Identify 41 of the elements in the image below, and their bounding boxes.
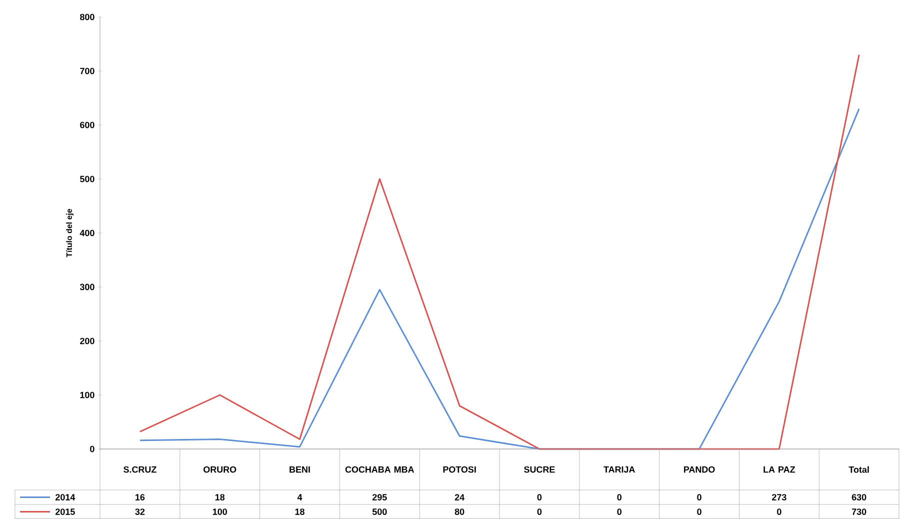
y-tick-label: 700 [80,68,94,74]
x-tick-label: SUCRE [524,466,555,473]
y-tick-label: 100 [80,392,94,398]
data-label: 500 [372,508,387,515]
x-tick-label: ORURO [204,466,236,473]
data-label: 0 [537,494,542,500]
data-label: 80 [454,508,464,515]
x-tick-label: TARIJA [604,466,635,473]
y-tick-label: 0 [90,446,94,452]
x-tick-label: Total [848,466,869,473]
data-label: 32 [135,508,145,515]
y-tick-label: 800 [80,14,94,20]
x-tick-label: POTOSI [443,466,476,473]
data-label: 0 [697,494,702,500]
data-label: 0 [617,508,622,515]
y-tick-label: 200 [80,338,94,344]
data-label: 4 [297,494,302,500]
x-tick-label: COCHABA MBA [345,466,414,473]
x-tick-label: PANDO [684,466,715,473]
y-tick-label: 300 [80,284,94,290]
data-label: 0 [537,508,542,515]
legend-label: 2014 [56,494,76,500]
data-label: 24 [454,494,464,500]
data-label: 295 [372,494,387,500]
data-label: 100 [212,508,227,515]
data-label: 630 [852,494,866,500]
y-tick-label: 400 [80,230,94,236]
data-label: 0 [697,508,702,515]
data-label: 730 [852,508,866,515]
y-tick-label: 600 [80,122,94,128]
x-tick-label: BENI [290,466,310,473]
y-tick-label: 500 [80,176,94,182]
legend-label: 2015 [56,508,75,515]
x-tick-label: LA PAZ [764,466,796,473]
data-label: 16 [136,494,145,500]
data-label: 273 [772,494,786,500]
data-label: 18 [295,508,304,515]
data-label: 0 [777,508,782,515]
data-label: 18 [215,494,225,500]
data-label: 0 [617,494,622,500]
x-tick-label: S.CRUZ [124,466,156,473]
